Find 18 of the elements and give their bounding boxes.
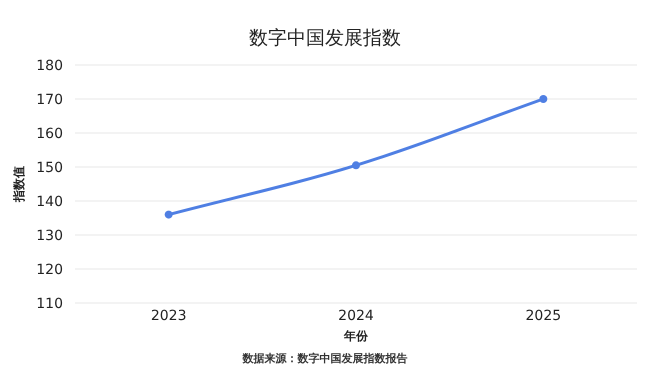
y-tick-label: 140	[36, 194, 63, 210]
y-tick-label: 130	[36, 228, 63, 244]
y-tick-label: 110	[36, 296, 63, 312]
y-tick-label: 170	[36, 92, 63, 108]
chart-title: 数字中国发展指数	[249, 27, 401, 49]
x-axis-title: 年份	[343, 329, 369, 343]
point	[164, 210, 173, 219]
x-tick-label: 2024	[338, 308, 374, 324]
y-tick-label: 150	[36, 160, 63, 176]
source-note: 数据来源：数字中国发展指数报告	[242, 352, 408, 365]
point	[539, 95, 548, 103]
x-tick-label: 2023	[150, 308, 186, 324]
y-tick-label: 160	[36, 126, 63, 142]
x-tick-label: 2025	[526, 308, 562, 324]
y-tick-label: 120	[36, 262, 63, 278]
y-axis-title: 指数值	[12, 166, 26, 203]
point	[352, 161, 360, 170]
y-tick-label: 180	[36, 58, 63, 74]
